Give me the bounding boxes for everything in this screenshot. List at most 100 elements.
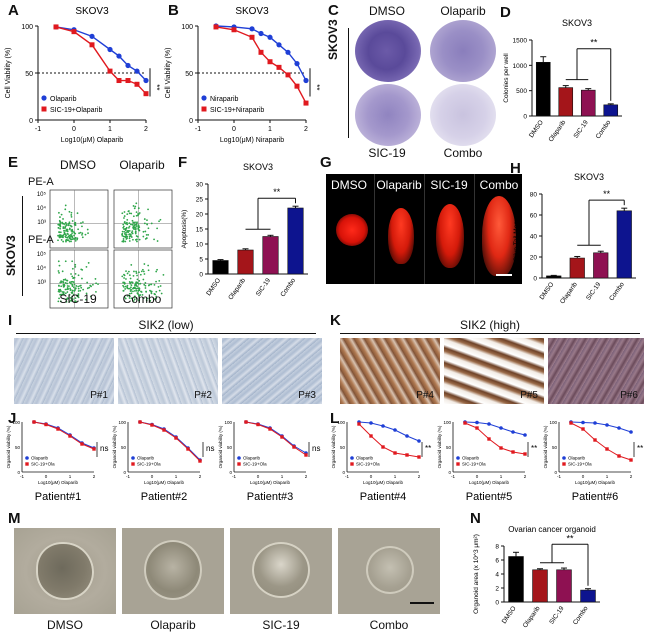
data-point: [53, 24, 59, 30]
flow-event: [67, 222, 70, 225]
flow-event: [124, 240, 127, 243]
flow-event: [135, 202, 138, 205]
y-axis-label: Organoid viability (%): [437, 425, 442, 468]
g-label-combo: Combo: [479, 178, 519, 192]
flow-event: [57, 300, 60, 303]
flow-event: [138, 294, 140, 297]
flow-event: [74, 236, 77, 239]
flow-plot: [113, 189, 173, 249]
chart-f: SKOV3 0 5 10 15 20 25 30 DMSO Olaparib SIC-19 Combo…: [181, 162, 308, 301]
flow-tick: 10⁴: [37, 265, 47, 272]
bar: [287, 207, 304, 275]
series-line: [245, 421, 307, 454]
chart-title: SKOV3: [243, 162, 273, 172]
data-point: [487, 422, 491, 426]
flow-event: [57, 260, 60, 263]
flow-event: [138, 279, 141, 282]
flow-event: [60, 213, 63, 216]
e-side-label: SKOV3: [4, 235, 18, 276]
flow-event: [57, 226, 60, 229]
e-label-combo: Combo: [122, 292, 162, 306]
flow-event: [127, 229, 130, 232]
flow-event: [74, 297, 77, 300]
significance: **: [425, 444, 431, 453]
y-tick-label: 4: [495, 572, 499, 579]
chart-title: SKOV3: [235, 6, 269, 17]
flow-event: [80, 222, 82, 224]
data-point: [249, 26, 255, 32]
legend-label: Olaparib: [568, 456, 586, 461]
flow-event: [133, 228, 136, 231]
flow-event: [128, 292, 131, 295]
comet-sic19: [436, 204, 464, 268]
flow-event: [129, 277, 132, 280]
e-label-sic19: SIC-19: [59, 292, 97, 306]
flow-event: [128, 237, 131, 240]
data-point: [249, 34, 255, 40]
legend-marker: [237, 456, 241, 460]
flow-event: [144, 238, 147, 240]
data-point: [244, 420, 248, 424]
flow-event: [132, 225, 135, 228]
flow-event: [153, 238, 155, 241]
organoid-olaparib: [122, 528, 224, 614]
flow-event: [128, 287, 131, 290]
flow-event: [126, 237, 128, 240]
organoid-dmso: [14, 528, 116, 614]
c-side-label: SKOV3: [326, 19, 340, 60]
y-tick-label: 0: [495, 600, 499, 607]
flow-event: [69, 289, 72, 291]
significance: ns: [206, 444, 214, 453]
series-line: [55, 26, 147, 82]
flow-event: [67, 235, 70, 238]
data-point: [381, 424, 385, 428]
flow-event: [136, 240, 138, 243]
x-tick-label: 1: [606, 474, 609, 479]
y-tick-label: 2: [495, 586, 499, 593]
series-line: [139, 421, 201, 461]
flow-event: [73, 290, 76, 292]
flow-event: [72, 281, 75, 283]
flow-event: [123, 273, 125, 276]
flow-event: [136, 278, 139, 281]
flow-event: [62, 280, 64, 283]
flow-event: [155, 297, 157, 300]
flow-event: [64, 221, 67, 224]
flow-event: [81, 277, 83, 280]
flow-event: [60, 290, 62, 292]
data-point: [285, 72, 291, 78]
data-point: [617, 454, 621, 458]
x-tick-label: -1: [20, 474, 24, 479]
flow-event: [62, 226, 65, 228]
flow-event: [134, 228, 137, 231]
flow-event: [57, 270, 60, 272]
m-label-dmso: DMSO: [47, 618, 83, 632]
c-label-olaparib: Olaparib: [440, 4, 486, 18]
data-point: [499, 446, 503, 450]
flow-event: [135, 272, 138, 274]
flow-event: [126, 287, 129, 290]
flow-event: [147, 233, 150, 236]
c-side-line: [348, 28, 349, 138]
y-axis-label: Organoid viability (%): [112, 425, 117, 468]
c-label-dmso: DMSO: [369, 4, 405, 18]
flow-event: [88, 286, 91, 289]
flow-event: [149, 289, 151, 292]
flow-event: [125, 270, 127, 272]
flow-event: [123, 211, 126, 213]
flow-event: [64, 208, 67, 211]
flow-event: [60, 285, 63, 288]
flow-event: [76, 295, 79, 298]
ihc-p6-label: P#6: [620, 390, 638, 401]
flow-event: [144, 282, 147, 284]
flow-event: [133, 287, 136, 289]
bar: [546, 275, 562, 279]
series-line: [215, 26, 307, 104]
y-tick-label: 100: [443, 420, 451, 425]
y-tick-label: 0: [342, 470, 345, 475]
flow-event: [132, 215, 135, 218]
chart-n: Ovarian cancer organoid 0 2 4 6 8 DMSO Olaparib…: [473, 525, 600, 629]
x-tick-label: Combo: [279, 277, 297, 298]
flow-event: [140, 270, 143, 273]
flow-event: [130, 284, 133, 287]
